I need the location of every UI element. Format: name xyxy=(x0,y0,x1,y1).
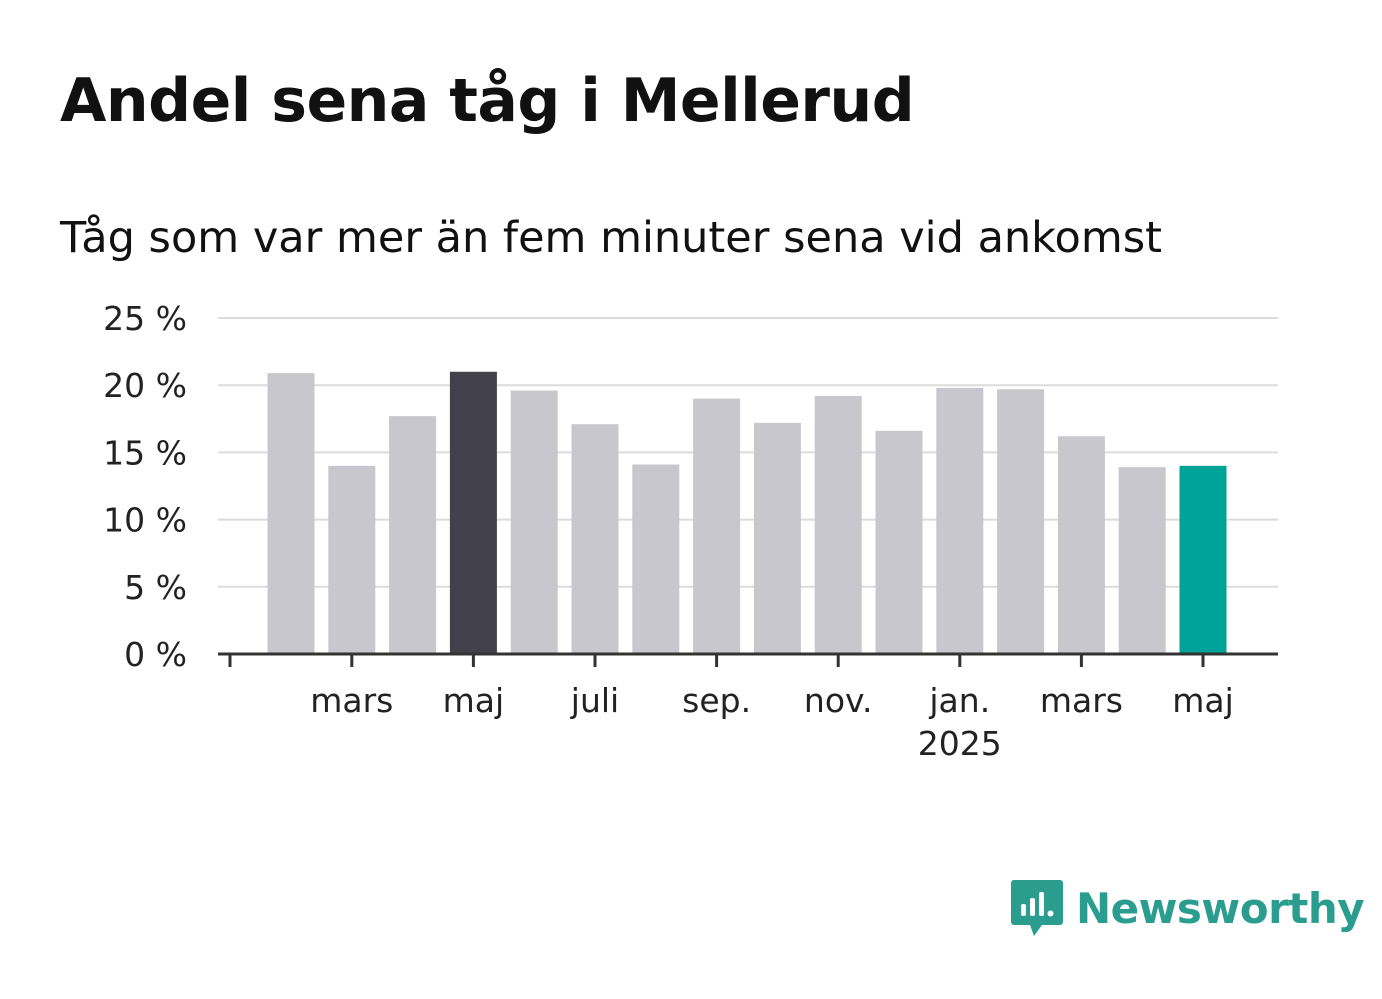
x-tick-label: nov. xyxy=(804,681,873,720)
bar-15 xyxy=(1179,465,1227,654)
x-tick-label: maj xyxy=(1172,681,1234,720)
x-tick-label: mars xyxy=(1040,681,1123,720)
x-tick-label: juli xyxy=(570,681,619,720)
bar-2 xyxy=(389,416,437,654)
bar-14 xyxy=(1118,467,1166,654)
y-tick-label: 0 % xyxy=(124,635,187,674)
bar-8 xyxy=(753,422,801,654)
bar-11 xyxy=(936,387,984,654)
bar-9 xyxy=(814,395,862,654)
x-tick-label: sep. xyxy=(682,681,751,720)
bar-13 xyxy=(1057,436,1105,654)
y-tick-label: 15 % xyxy=(103,433,187,472)
bar-4 xyxy=(510,390,558,654)
bar-3 xyxy=(449,371,497,654)
bar-0 xyxy=(267,373,315,654)
y-tick-labels: 0 % 5 % 10 % 15 % 20 % 25 % xyxy=(103,299,187,674)
bar-5 xyxy=(571,424,619,654)
y-tick-label: 20 % xyxy=(103,366,187,405)
bar-chart: 0 % 5 % 10 % 15 % 20 % 25 % mars maj juli sep. no… xyxy=(103,299,1278,763)
bar-6 xyxy=(632,464,680,654)
x-tick-label: mars xyxy=(310,681,393,720)
bars xyxy=(267,371,1227,654)
newsworthy-logo: Newsworthy xyxy=(1010,878,1365,938)
bar-10 xyxy=(875,430,923,654)
x-axis xyxy=(218,652,1278,667)
bar-7 xyxy=(693,398,741,654)
x-tick-year-label: 2025 xyxy=(918,724,1002,763)
bar-12 xyxy=(997,389,1045,654)
chart-title: Andel sena tåg i Mellerud xyxy=(60,66,915,136)
y-tick-label: 5 % xyxy=(124,568,187,607)
logo-text: Newsworthy xyxy=(1076,883,1365,933)
bar-chart-speech-bubble-icon xyxy=(1011,880,1063,936)
y-tick-label: 10 % xyxy=(103,501,187,540)
bar-1 xyxy=(328,465,376,654)
x-tick-labels: mars maj juli sep. nov. jan. 2025 mars maj xyxy=(310,681,1234,763)
x-tick-label: jan. xyxy=(928,681,990,720)
y-tick-label: 25 % xyxy=(103,299,187,338)
chart-subtitle: Tåg som var mer än fem minuter sena vid … xyxy=(60,213,1163,263)
x-tick-label: maj xyxy=(443,681,505,720)
